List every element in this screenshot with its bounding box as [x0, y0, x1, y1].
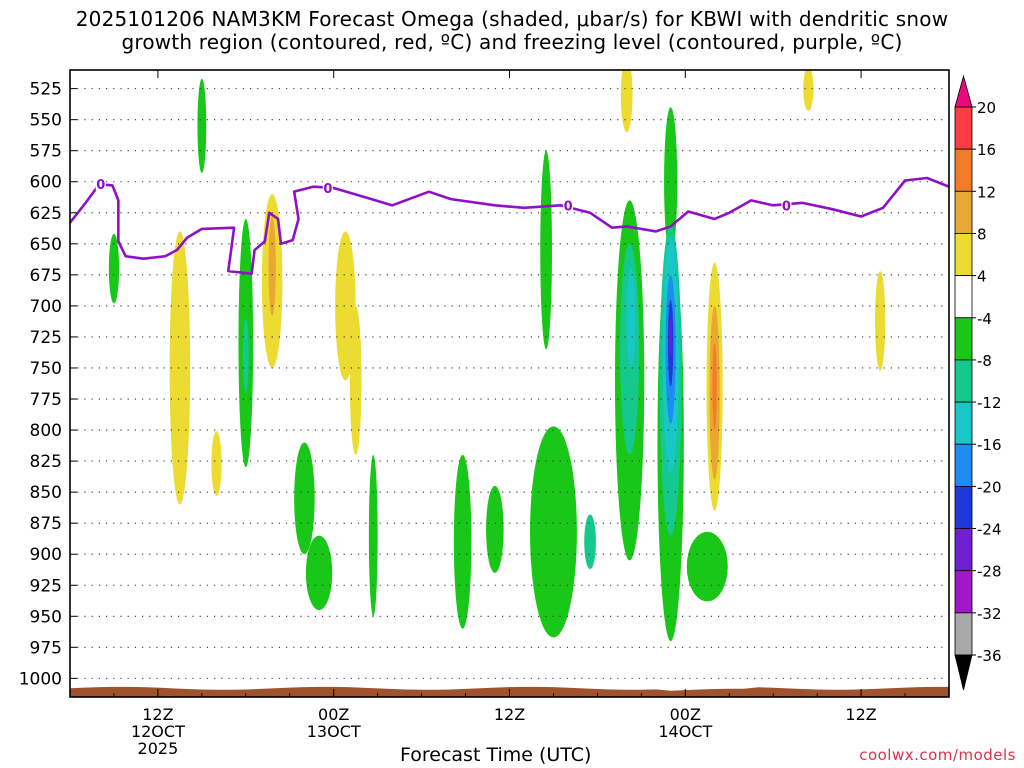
omega-region-10 — [294, 442, 315, 555]
omega-region-12 — [368, 454, 378, 617]
freezing-label-1: 0 — [323, 182, 332, 197]
colorbar-label-5: -4 — [977, 310, 992, 328]
omega-region-20 — [584, 514, 596, 570]
colorbar-bin-7 — [954, 401, 973, 445]
omega-region-34 — [875, 271, 886, 371]
omega-region-29 — [686, 531, 728, 602]
colorbar-label-6: -8 — [977, 352, 992, 370]
ytick-label-900: 900 — [30, 545, 62, 565]
ytick-label-875: 875 — [30, 514, 62, 534]
colorbar-label-0: 20 — [977, 99, 996, 117]
ytick-label-750: 750 — [30, 359, 62, 379]
omega-region-13 — [453, 454, 472, 629]
colorbar-bin-3 — [954, 233, 973, 277]
chart-title-line2: growth region (contoured, red, ºC) and f… — [121, 30, 903, 54]
ytick-label-775: 775 — [30, 390, 62, 410]
site-credit: coolwx.com/models — [859, 746, 1016, 764]
chart-title-line1: 2025101206 NAM3KM Forecast Omega (shaded… — [75, 7, 949, 31]
omega-region-22 — [664, 107, 678, 257]
xtick-label-42-0: 00Z — [670, 705, 701, 724]
omega-region-16 — [540, 150, 552, 350]
omega-region-7 — [268, 216, 276, 316]
colorbar-bin-10 — [954, 528, 973, 572]
ytick-label-950: 950 — [30, 607, 62, 627]
xtick-label-18-1: 13OCT — [307, 722, 361, 741]
xtick-label-18-0: 00Z — [318, 705, 349, 724]
colorbar-label-1: 16 — [977, 141, 996, 159]
omega-region-2 — [169, 231, 191, 505]
colorbar-label-3: 8 — [977, 225, 987, 243]
omega-region-11 — [305, 535, 333, 611]
colorbar-bin-8 — [954, 443, 973, 487]
colorbar-over-arrow — [954, 74, 973, 108]
omega-region-5 — [242, 318, 249, 393]
omega-region-14 — [486, 485, 504, 573]
colorbar-label-8: -16 — [977, 436, 1002, 454]
ytick-label-625: 625 — [30, 204, 62, 224]
xtick-label-6-0: 12Z — [142, 705, 173, 724]
xtick-label-6-2: 2025 — [138, 739, 179, 758]
freezing-label-bg-3 — [781, 198, 792, 212]
ytick-label-525: 525 — [30, 80, 62, 100]
colorbar-bin-1 — [954, 148, 973, 192]
ytick-label-700: 700 — [30, 297, 62, 317]
colorbar-bin-4 — [954, 275, 973, 319]
colorbar-label-10: -24 — [977, 521, 1002, 539]
ytick-label-1000: 1000 — [19, 669, 62, 689]
omega-region-33 — [803, 70, 814, 111]
freezing-label-bg-2 — [563, 198, 574, 212]
colorbar-label-4: 4 — [977, 268, 987, 286]
freezing-label-bg-1 — [322, 180, 333, 194]
ytick-label-675: 675 — [30, 266, 62, 286]
ytick-label-925: 925 — [30, 576, 62, 596]
omega-region-21 — [620, 70, 633, 133]
omega-region-19 — [626, 268, 636, 368]
colorbar-label-13: -36 — [977, 647, 1002, 665]
xtick-label-42-1: 14OCT — [658, 722, 712, 741]
colorbar-under-arrow — [954, 654, 973, 691]
freezing-label-3: 0 — [782, 199, 791, 214]
xtick-label-54-0: 12Z — [845, 705, 876, 724]
omega-region-15 — [530, 426, 577, 638]
ytick-label-600: 600 — [30, 173, 62, 193]
ytick-label-800: 800 — [30, 421, 62, 441]
ytick-label-550: 550 — [30, 111, 62, 131]
omega-region-32 — [712, 343, 717, 431]
omega-region-8 — [335, 231, 356, 381]
colorbar-label-7: -12 — [977, 394, 1002, 412]
colorbar-label-11: -28 — [977, 563, 1002, 581]
freezing-label-2: 0 — [564, 199, 573, 214]
colorbar-bin-11 — [954, 570, 973, 614]
colorbar-bin-2 — [954, 190, 973, 234]
freezing-label-0: 0 — [96, 178, 105, 193]
ytick-label-650: 650 — [30, 235, 62, 255]
ytick-label-725: 725 — [30, 328, 62, 348]
xtick-label-6-1: 12OCT — [131, 722, 185, 741]
colorbar-bin-6 — [954, 359, 973, 403]
colorbar-label-12: -32 — [977, 605, 1002, 623]
ytick-label-825: 825 — [30, 452, 62, 472]
omega-region-0 — [197, 78, 207, 174]
colorbar-bin-12 — [954, 612, 973, 656]
omega-region-28 — [669, 318, 672, 356]
colorbar-bin-5 — [954, 317, 973, 361]
colorbar-label-2: 12 — [977, 183, 996, 201]
omega-region-9 — [349, 305, 362, 455]
omega-region-1 — [108, 233, 120, 304]
ytick-label-975: 975 — [30, 638, 62, 658]
colorbar-bin-0 — [954, 106, 973, 150]
colorbar-label-9: -20 — [977, 478, 1002, 496]
ytick-label-575: 575 — [30, 142, 62, 162]
colorbar-bin-9 — [954, 485, 973, 529]
xtick-label-30-0: 12Z — [494, 705, 525, 724]
freezing-level-line — [70, 176, 949, 275]
x-axis-label: Forecast Time (UTC) — [400, 744, 592, 766]
omega-region-3 — [211, 431, 222, 496]
ytick-label-850: 850 — [30, 483, 62, 503]
freezing-label-bg-0 — [95, 177, 106, 191]
